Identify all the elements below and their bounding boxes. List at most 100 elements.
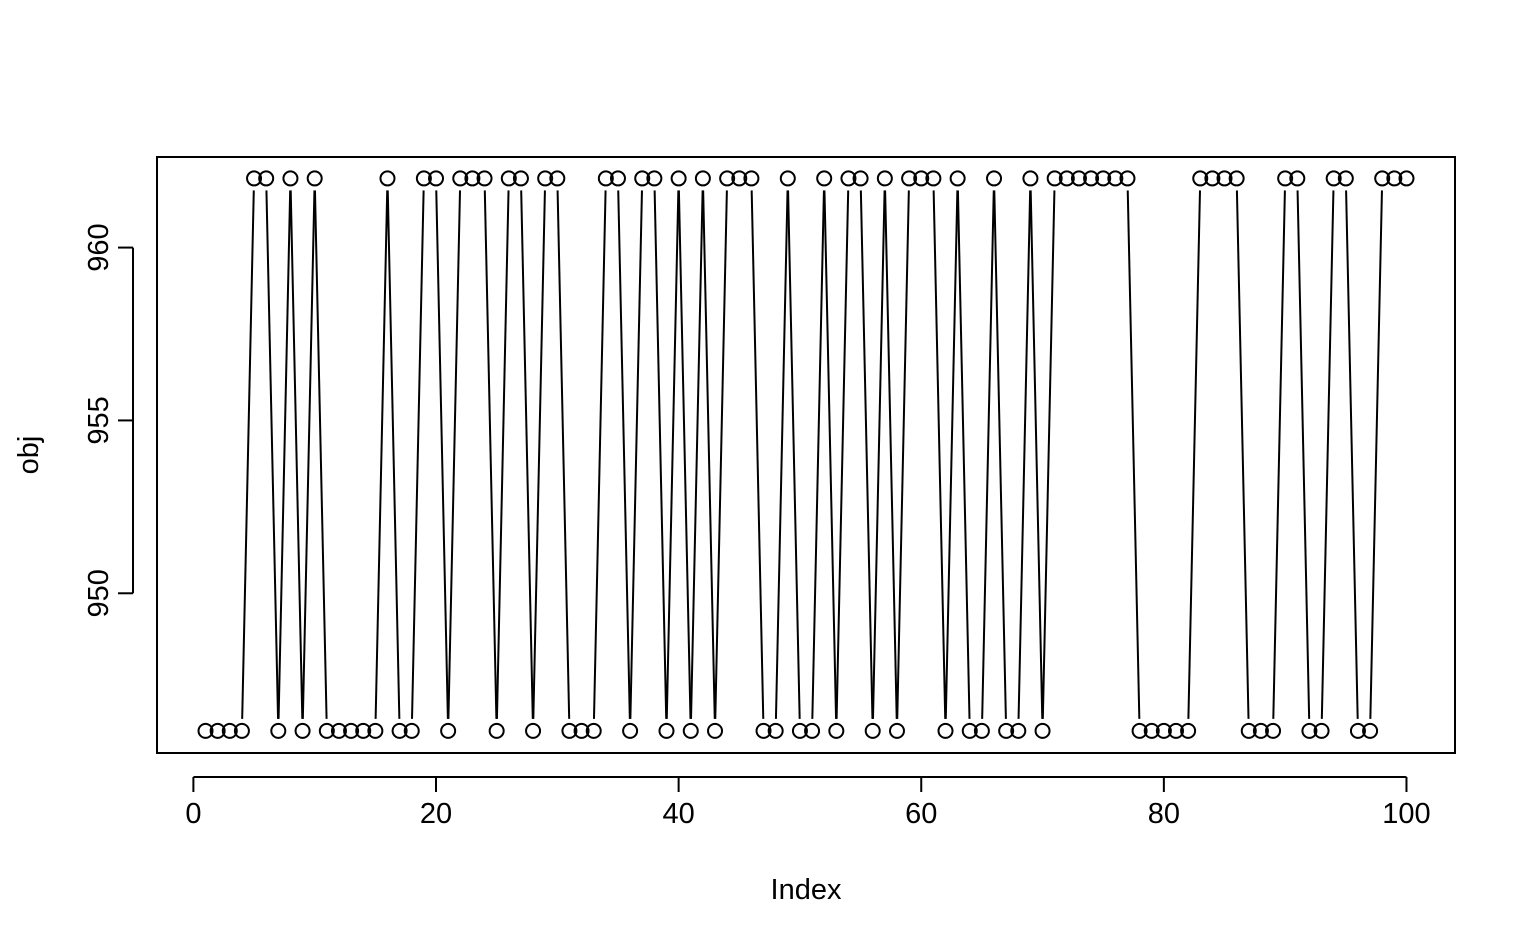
data-point (986, 170, 1003, 187)
data-point (1362, 722, 1379, 739)
line-segment (932, 190, 947, 719)
x-axis: 0 20 40 60 80 100 (185, 776, 1431, 830)
data-point (1155, 722, 1172, 739)
line-segment (690, 190, 704, 719)
data-point (597, 170, 614, 187)
data-point (367, 722, 384, 739)
data-point (197, 722, 214, 739)
data-point (767, 722, 784, 739)
data-point (1337, 170, 1354, 187)
line-segment (1320, 190, 1335, 719)
data-point (1325, 170, 1342, 187)
data-point (221, 722, 238, 739)
line-segment (289, 190, 304, 719)
line-segment (871, 190, 886, 719)
data-point (925, 170, 942, 187)
data-points (197, 170, 1415, 739)
data-point (658, 722, 675, 739)
y-axis-title: obj (13, 436, 45, 475)
data-point (1386, 170, 1403, 187)
data-point (306, 170, 323, 187)
line-segment (495, 190, 510, 719)
line-segment (787, 190, 801, 719)
line-segment (435, 190, 449, 719)
data-point (743, 170, 760, 187)
line-segment (1272, 190, 1286, 719)
line-segment (1296, 190, 1311, 719)
line-segment (1041, 190, 1056, 719)
data-point (330, 722, 347, 739)
data-point (1070, 170, 1087, 187)
line-segment (532, 190, 546, 719)
line-segment (386, 190, 401, 719)
data-point (901, 170, 918, 187)
data-point (707, 722, 724, 739)
data-point (464, 170, 481, 187)
data-point (1374, 170, 1391, 187)
data-point (318, 722, 335, 739)
data-point (561, 722, 578, 739)
data-point (609, 170, 626, 187)
data-point (694, 170, 711, 187)
line-segment (811, 190, 825, 719)
data-point (1058, 170, 1075, 187)
data-point (1180, 722, 1197, 739)
data-point (779, 170, 796, 187)
data-point (282, 170, 299, 187)
data-point (1301, 722, 1318, 739)
data-point (573, 722, 590, 739)
line-segment (944, 190, 959, 719)
data-point (646, 170, 663, 187)
line-segment (981, 190, 995, 719)
data-point (840, 170, 857, 187)
line-segment (374, 190, 389, 719)
line-segment (520, 190, 534, 719)
line-segment (301, 190, 316, 719)
data-point (1192, 170, 1209, 187)
data-point (1289, 170, 1306, 187)
x-tick-label: 0 (185, 798, 201, 830)
data-point (549, 170, 566, 187)
data-point (294, 722, 311, 739)
data-point (731, 170, 748, 187)
data-point (876, 170, 893, 187)
data-point (864, 722, 881, 739)
line-segment (896, 190, 910, 719)
data-point (852, 170, 869, 187)
data-point (937, 722, 954, 739)
line-segment (617, 190, 631, 719)
line-segment (241, 190, 255, 719)
y-tick-label: 960 (83, 223, 115, 271)
line-segment (1345, 190, 1359, 719)
data-point (440, 722, 457, 739)
line-segment (1126, 190, 1141, 719)
data-point (452, 170, 469, 187)
data-point (1252, 722, 1269, 739)
line-segment (702, 190, 716, 719)
data-point (1277, 170, 1294, 187)
line-segment (677, 190, 692, 719)
line-segment (859, 190, 874, 719)
data-point (585, 722, 602, 739)
data-point (403, 722, 420, 739)
x-axis-title: Index (771, 874, 842, 906)
data-point (1204, 170, 1221, 187)
line-segment (774, 190, 789, 719)
line-segment (447, 190, 462, 719)
line-segment (884, 190, 898, 719)
data-point (1010, 722, 1027, 739)
data-point (525, 722, 542, 739)
y-tick-label: 955 (83, 396, 115, 444)
data-point (1240, 722, 1257, 739)
data-point (828, 722, 845, 739)
data-point (1143, 722, 1160, 739)
line-segment (993, 190, 1007, 719)
data-point (670, 170, 687, 187)
data-point (476, 170, 493, 187)
data-point (391, 722, 408, 739)
data-point (1398, 170, 1415, 187)
data-point (1034, 722, 1051, 739)
x-tick-label: 20 (420, 798, 452, 830)
data-point (1228, 170, 1245, 187)
